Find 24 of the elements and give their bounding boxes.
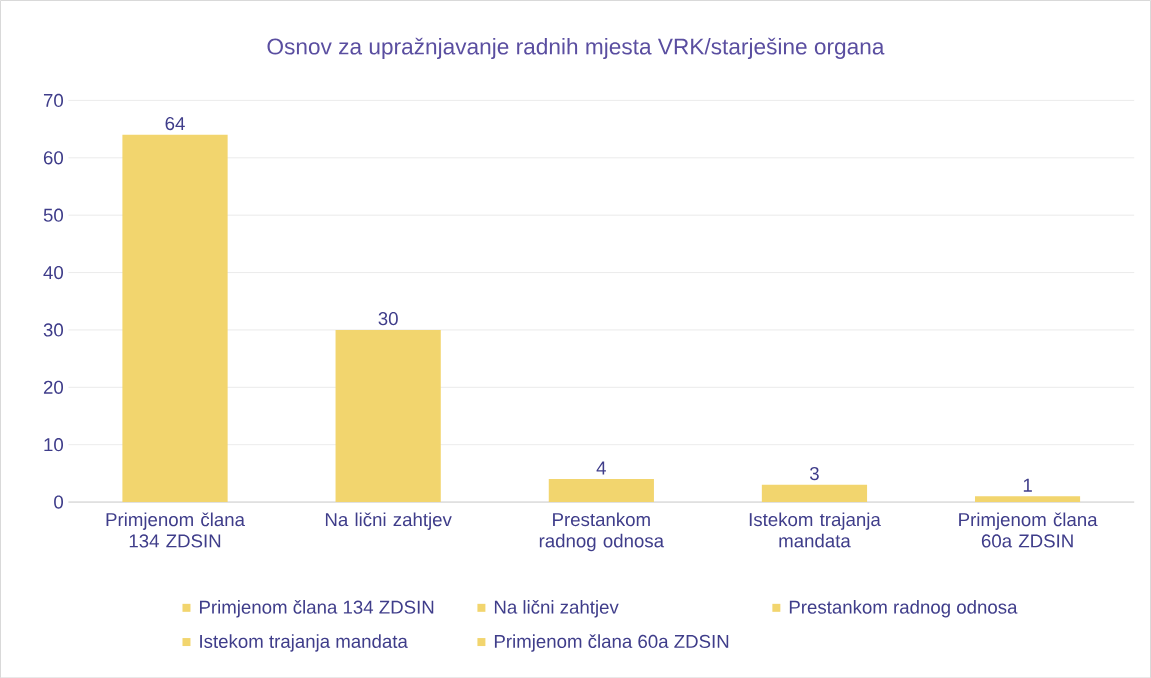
x-tick-label: Prestankom radnog odnosa (539, 512, 665, 551)
x-tick-label: Na lični zahtjev (325, 512, 452, 530)
y-tick-label: 10 (44, 437, 64, 452)
y-tick-label: 40 (43, 265, 64, 279)
chart-title: Osnov za upražnjavanje radnih mjesta VRK/starješine organa (267, 37, 885, 59)
y-tick-label: 30 (43, 323, 64, 337)
legend-label: Primjenom člana 60a ZDSIN (494, 634, 729, 652)
x-tick-label: Primjenom člana 60a ZDSIN (959, 512, 1098, 548)
data-label: 4 (596, 461, 606, 475)
x-tick-label: Primjenom člana 134 ZDSIN (106, 512, 245, 548)
y-tick-label: 60 (43, 150, 64, 165)
legend-label: Prestankom radnog odnosa (789, 599, 1018, 618)
x-tick-label: Istekom trajanja mandata (749, 512, 881, 548)
y-tick-label: 20 (43, 380, 64, 394)
legend-label: Istekom trajanja mandata (200, 634, 408, 652)
y-tick-label: 0 (54, 495, 64, 509)
data-label: 1 (1023, 478, 1032, 492)
data-label: 3 (809, 466, 819, 480)
legend-label: Primjenom člana 134 ZDSIN (199, 599, 434, 618)
y-tick-label: 50 (43, 208, 64, 222)
data-label: 30 (378, 311, 398, 326)
data-label: 64 (165, 116, 185, 130)
legend-label: Na lični zahtjev (494, 599, 619, 618)
y-tick-label: 70 (43, 93, 64, 107)
